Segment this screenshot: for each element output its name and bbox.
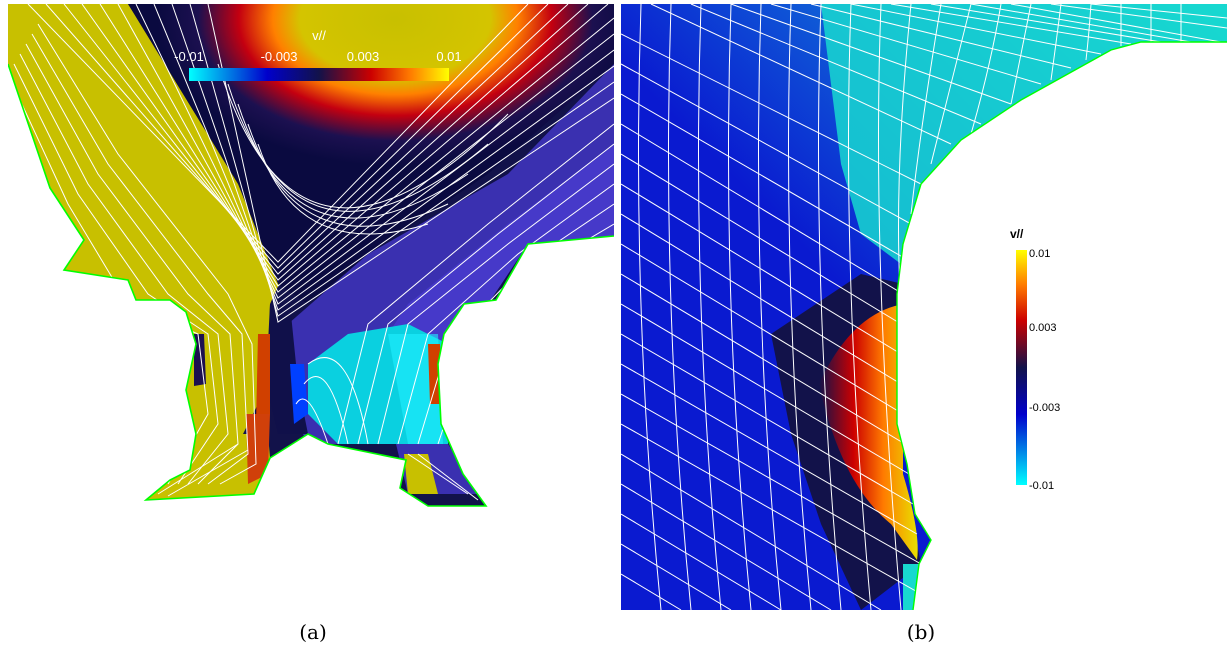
caption-a: (a) [299,620,327,644]
field-lines-a [8,4,614,501]
colorbar-b-tick-2: 0.003 [1029,322,1057,334]
colorbar-b-gradient [1016,250,1027,485]
colorbar-a-gradient [189,68,449,81]
colorbar-b-tick-4: -0.01 [1029,480,1054,492]
colorbar-b: v// 0.01 0.003 -0.003 -0.01 [1010,227,1060,492]
colorbar-b-title: v// [1010,227,1024,241]
boundary-b [896,41,1227,610]
plasma-field-a [8,4,614,506]
boundary-a [8,63,614,507]
panel-b: v// 0.01 0.003 -0.003 -0.01 [621,4,1227,610]
plasma-field-b [621,4,1227,610]
colorbar-a-tick-3: 0.003 [347,49,380,64]
caption-b: (b) [906,620,936,644]
colorbar-b-tick-1: 0.01 [1029,248,1050,260]
colorbar-b-tick-3: -0.003 [1029,402,1060,414]
colorbar-a-title: v// [312,28,326,43]
colorbar-a-tick-1: -0.01 [174,49,204,64]
colorbar-a-tick-4: 0.01 [436,49,461,64]
colorbar-a-tick-2: -0.003 [261,49,298,64]
panel-a: v// -0.01 -0.003 0.003 0.01 [8,4,614,610]
mesh-b [621,4,1227,610]
panel-b-plot: v// 0.01 0.003 -0.003 -0.01 [621,4,1227,610]
panel-a-plot: v// -0.01 -0.003 0.003 0.01 [8,4,614,507]
colorbar-a: v// -0.01 -0.003 0.003 0.01 [174,28,462,81]
